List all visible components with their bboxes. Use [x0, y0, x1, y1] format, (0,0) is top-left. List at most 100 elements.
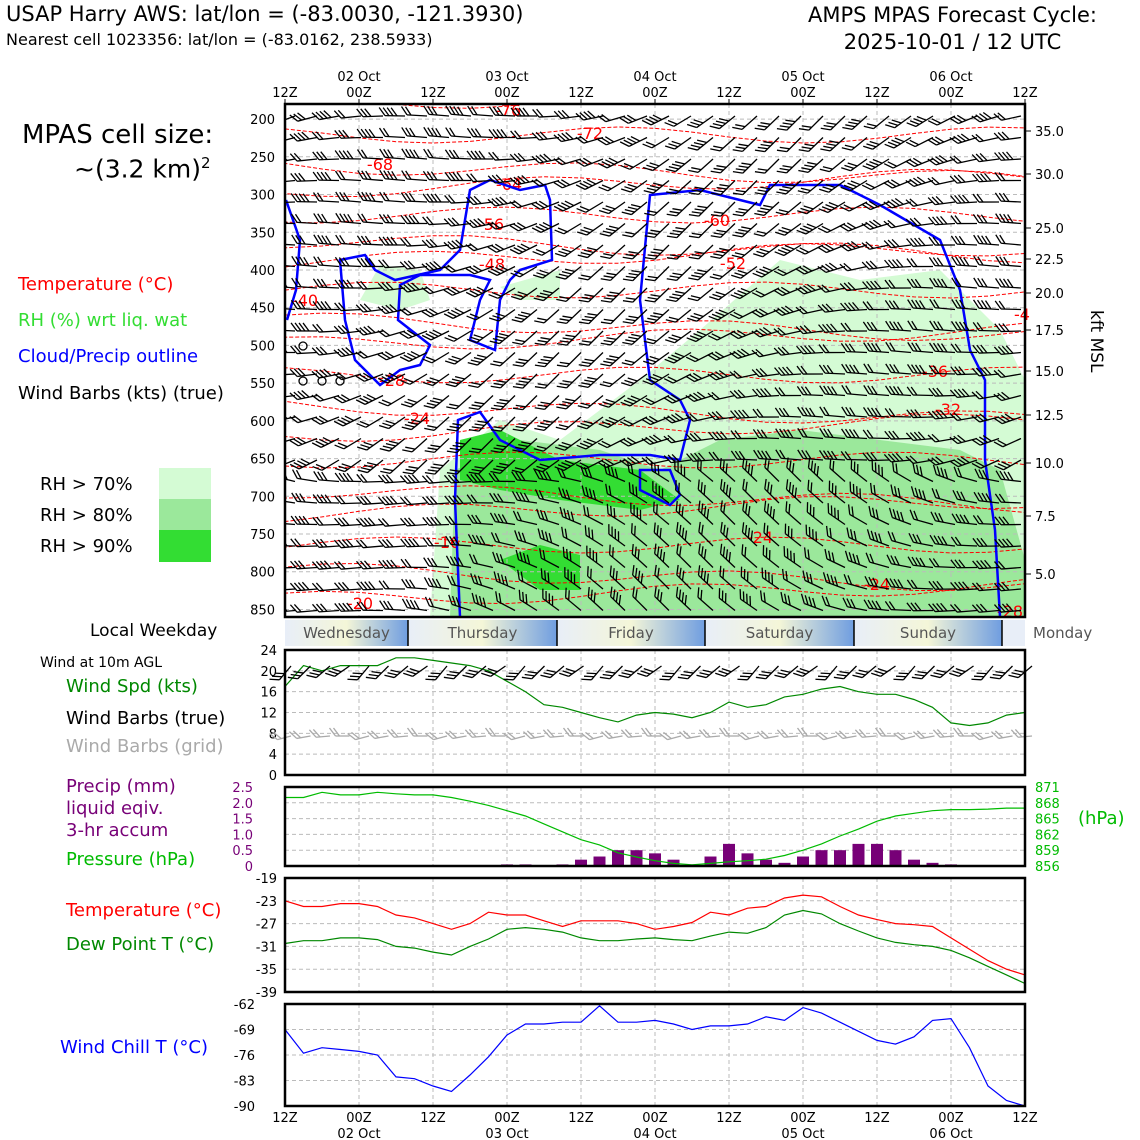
barb-feather: [800, 365, 808, 375]
wind-barb: [289, 367, 318, 378]
wind-barb: [994, 516, 1022, 526]
barb-feather: [531, 155, 540, 164]
barb-feather: [387, 149, 394, 159]
barb-feather: [537, 361, 548, 365]
wind-barb: [290, 299, 318, 311]
barb-staff: [783, 665, 799, 679]
wind-barb: [775, 222, 802, 236]
barb-feather: [804, 164, 815, 168]
barb-feather: [821, 225, 832, 232]
barb-feather: [608, 524, 610, 535]
barb-feather: [536, 108, 544, 118]
barb-feather: [313, 471, 320, 481]
barb-feather: [686, 453, 694, 462]
barb-feather: [320, 301, 328, 310]
barb-feather: [451, 474, 460, 483]
barb-feather: [757, 146, 768, 150]
barb-feather: [739, 589, 742, 600]
barb-feather: [270, 468, 278, 477]
wind-barb: [993, 582, 1022, 592]
barb-feather: [865, 552, 871, 563]
windchill-label: Wind Chill T (°C): [60, 1037, 208, 1058]
barb-feather: [471, 534, 478, 544]
barb-feather: [863, 599, 870, 609]
barb-feather: [919, 557, 926, 567]
barb-feather: [475, 514, 482, 524]
barb-feather: [998, 172, 1006, 181]
barb-feather: [269, 322, 275, 330]
barb-feather: [583, 249, 594, 254]
barb-feather: [728, 487, 732, 498]
barb-feather: [559, 382, 570, 386]
wind-barb: [575, 135, 604, 144]
barb-feather: [561, 109, 570, 118]
wind-barb: [800, 593, 824, 612]
barb-feather: [863, 342, 870, 352]
barb-staff: [356, 665, 370, 681]
wind-barb: [774, 407, 802, 418]
wind-barb: [559, 665, 584, 677]
barb-staff: [901, 735, 916, 741]
barb-feather: [411, 282, 420, 291]
barb-feather: [994, 493, 1002, 503]
barb-feather: [746, 571, 749, 582]
barb-feather: [599, 232, 610, 237]
barb-feather: [333, 539, 342, 549]
barb-feather: [356, 128, 364, 138]
top-hour-label: 00Z: [494, 86, 520, 101]
barb-feather: [623, 419, 634, 425]
wind-barb: [401, 127, 428, 139]
barb-feather: [740, 566, 743, 577]
wind-barb: [561, 526, 582, 547]
wind-barb: [687, 308, 714, 322]
barb-feather: [347, 732, 356, 741]
barb-staff: [765, 665, 779, 680]
wind-barb: [400, 538, 428, 548]
barb-feather: [694, 452, 702, 462]
barb-feather: [822, 364, 830, 374]
wind-barb: [798, 158, 824, 174]
barb-feather: [804, 386, 812, 396]
barb-feather: [472, 265, 483, 272]
wind-barb: [783, 546, 802, 569]
barb-feather: [691, 167, 702, 171]
barb-feather: [493, 360, 504, 364]
barb-feather: [276, 389, 283, 398]
barb-feather: [366, 393, 377, 400]
wind-barb: [883, 219, 912, 229]
barb-feather: [664, 121, 675, 127]
barb-staff: [764, 115, 780, 131]
wind-barb: [719, 543, 736, 568]
wind-barb: [819, 158, 846, 173]
wind-barb: [973, 277, 1000, 289]
barb-feather: [888, 408, 896, 417]
barb-feather: [916, 730, 926, 739]
barb-feather: [846, 527, 850, 538]
wind-barb: [710, 201, 736, 217]
barb-feather: [290, 560, 298, 570]
wind-barb: [534, 330, 560, 346]
barb-feather: [889, 321, 896, 331]
barb-feather: [932, 216, 940, 225]
barb-feather: [382, 580, 390, 590]
weekday-name: Thursday: [447, 624, 518, 642]
wind-barb: [606, 503, 626, 526]
barb-feather: [826, 142, 837, 147]
wind-barb: [490, 416, 516, 432]
wind-barb: [586, 545, 604, 569]
wind-barb: [600, 266, 626, 281]
barb-feather: [893, 732, 902, 741]
barb-feather: [520, 571, 524, 582]
wind-barb: [522, 730, 545, 740]
barb-feather: [962, 581, 970, 590]
barb-feather: [289, 392, 298, 401]
barb-feather: [309, 672, 320, 676]
barb-feather: [973, 277, 980, 287]
wind-barb: [357, 191, 384, 203]
barb-feather: [831, 386, 838, 396]
barb-feather: [751, 369, 760, 378]
barb-feather: [335, 212, 342, 223]
barb-feather: [605, 483, 608, 494]
wind-barb: [333, 324, 362, 335]
top-hour-label: 12Z: [568, 86, 594, 101]
